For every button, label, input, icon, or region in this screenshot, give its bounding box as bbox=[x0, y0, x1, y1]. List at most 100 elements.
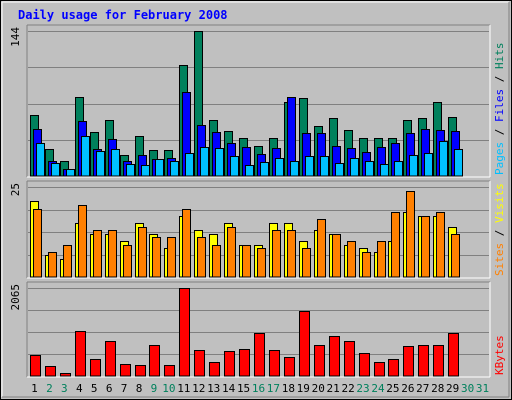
x-tick-day-1: 1 bbox=[31, 382, 38, 395]
x-tick-day-25: 25 bbox=[386, 382, 399, 395]
bar-pages-day-14 bbox=[230, 156, 239, 177]
bar-kbytes-day-6 bbox=[105, 341, 116, 377]
bar-kbytes-day-4 bbox=[75, 331, 86, 377]
x-tick-day-8: 8 bbox=[136, 382, 143, 395]
x-tick-day-12: 12 bbox=[192, 382, 205, 395]
x-tick-day-13: 13 bbox=[207, 382, 220, 395]
bar-pages-day-19 bbox=[305, 156, 314, 177]
bar-kbytes-day-25 bbox=[388, 359, 399, 377]
legend-item-sites: Sites bbox=[493, 243, 506, 276]
x-tick-day-2: 2 bbox=[46, 382, 53, 395]
legend-visits-sites: Sites / Visits bbox=[493, 183, 506, 276]
x-tick-day-10: 10 bbox=[162, 382, 175, 395]
bar-pages-day-7 bbox=[126, 164, 135, 177]
x-tick-day-21: 21 bbox=[327, 382, 340, 395]
bar-sites-day-22 bbox=[347, 241, 356, 278]
legend-text: KBytes bbox=[493, 335, 506, 375]
bar-sites-day-16 bbox=[257, 248, 266, 278]
bar-pages-day-28 bbox=[439, 141, 448, 177]
x-tick-day-26: 26 bbox=[401, 382, 414, 395]
bar-kbytes-day-9 bbox=[149, 345, 160, 377]
bar-sites-day-25 bbox=[391, 212, 400, 278]
bar-pages-day-20 bbox=[320, 156, 329, 177]
bar-kbytes-day-5 bbox=[90, 359, 101, 377]
bar-kbytes-day-8 bbox=[135, 365, 146, 377]
x-tick-day-3: 3 bbox=[61, 382, 68, 395]
bar-pages-day-15 bbox=[245, 165, 254, 177]
legend-item-visits: Visits bbox=[493, 183, 506, 223]
bar-sites-day-11 bbox=[182, 209, 191, 278]
bar-pages-day-6 bbox=[111, 149, 120, 177]
bar-sites-day-20 bbox=[317, 219, 326, 278]
x-tick-day-20: 20 bbox=[312, 382, 325, 395]
bar-pages-day-3 bbox=[66, 169, 75, 177]
x-tick-day-5: 5 bbox=[91, 382, 98, 395]
bar-sites-day-18 bbox=[287, 230, 296, 278]
bar-kbytes-day-23 bbox=[359, 353, 370, 377]
x-tick-day-31: 31 bbox=[476, 382, 489, 395]
bar-sites-day-21 bbox=[332, 234, 341, 278]
legend-hits-files-pages: Pages / Files / Hits bbox=[493, 43, 506, 176]
series-sites bbox=[33, 191, 460, 278]
bar-kbytes-day-26 bbox=[403, 346, 414, 377]
bar-sites-day-5 bbox=[93, 230, 102, 278]
bar-sites-day-14 bbox=[227, 227, 236, 278]
bar-pages-day-24 bbox=[380, 164, 389, 177]
bar-kbytes-day-20 bbox=[314, 345, 325, 377]
bar-sites-day-4 bbox=[78, 205, 87, 278]
bar-pages-day-27 bbox=[424, 153, 433, 177]
bar-sites-day-8 bbox=[138, 227, 147, 278]
series-pages bbox=[36, 136, 463, 177]
x-tick-day-6: 6 bbox=[106, 382, 113, 395]
bar-sites-day-15 bbox=[242, 245, 251, 278]
x-tick-day-16: 16 bbox=[252, 382, 265, 395]
panel-visits-sites: 25 Sites / Visits bbox=[9, 180, 506, 279]
panel-hits-files-pages: 144 Pages / Files / Hits bbox=[9, 24, 506, 178]
bar-sites-day-9 bbox=[152, 237, 161, 278]
bar-pages-day-12 bbox=[200, 147, 209, 177]
bar-kbytes-day-16 bbox=[254, 333, 265, 377]
bar-pages-day-1 bbox=[36, 143, 45, 177]
legend-text: Pages / Files / Hits bbox=[493, 43, 506, 176]
bar-kbytes-day-22 bbox=[344, 341, 355, 377]
legend-separator: / bbox=[493, 69, 506, 89]
x-tick-day-28: 28 bbox=[431, 382, 444, 395]
legend-separator: / bbox=[493, 223, 506, 243]
x-tick-day-29: 29 bbox=[446, 382, 459, 395]
bar-sites-day-3 bbox=[63, 245, 72, 278]
bar-sites-day-6 bbox=[108, 230, 117, 278]
bar-pages-day-29 bbox=[454, 149, 463, 177]
bar-sites-day-7 bbox=[123, 245, 132, 278]
bar-pages-day-16 bbox=[260, 162, 269, 177]
legend-item-files: Files bbox=[493, 89, 506, 122]
bar-sites-day-19 bbox=[302, 248, 311, 278]
bar-kbytes-day-10 bbox=[164, 365, 175, 377]
bar-sites-day-2 bbox=[48, 252, 57, 278]
bar-sites-day-24 bbox=[377, 241, 386, 278]
bar-kbytes-day-11 bbox=[179, 288, 190, 377]
bar-pages-day-11 bbox=[185, 153, 194, 177]
bar-kbytes-day-28 bbox=[433, 345, 444, 377]
bar-kbytes-day-17 bbox=[269, 350, 280, 377]
bar-sites-day-23 bbox=[362, 252, 371, 278]
bar-sites-day-27 bbox=[421, 216, 430, 278]
y-max-label: 144 bbox=[9, 27, 22, 47]
bar-kbytes-day-14 bbox=[224, 351, 235, 377]
bar-pages-day-9 bbox=[155, 159, 164, 177]
panel-kbytes: 2065 KBytes bbox=[9, 281, 506, 378]
bar-kbytes-day-29 bbox=[448, 333, 459, 377]
bar-kbytes-day-13 bbox=[209, 362, 220, 377]
x-axis-labels: 1 2 3 4 5 6 7 8 9 10 11 12 13 14 15 16 17 18 19 20 21 22 23 24 2… bbox=[31, 382, 489, 395]
bar-pages-day-18 bbox=[290, 161, 299, 177]
y-max-label: 2065 bbox=[9, 284, 22, 311]
x-tick-day-4: 4 bbox=[76, 382, 83, 395]
bar-kbytes-day-19 bbox=[299, 311, 310, 377]
x-tick-day-27: 27 bbox=[416, 382, 429, 395]
bar-pages-day-4 bbox=[81, 136, 90, 177]
x-tick-day-18: 18 bbox=[282, 382, 295, 395]
bar-pages-day-22 bbox=[350, 158, 359, 177]
x-tick-day-9: 9 bbox=[151, 382, 158, 395]
bar-pages-day-13 bbox=[215, 148, 224, 177]
legend-separator: / bbox=[493, 122, 506, 142]
bar-pages-day-2 bbox=[51, 163, 60, 177]
